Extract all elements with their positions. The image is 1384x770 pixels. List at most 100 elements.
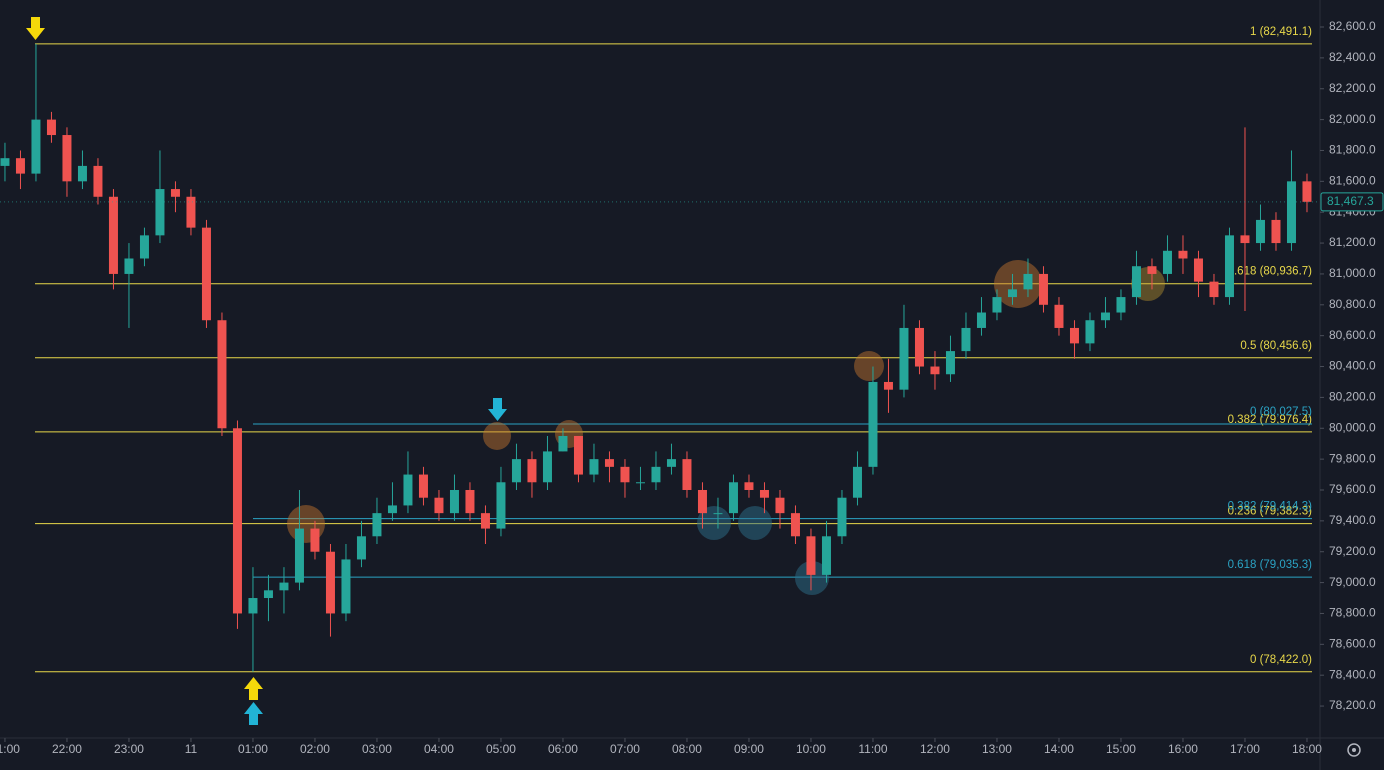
y-tick-label: 79,600.0 xyxy=(1329,482,1376,496)
candle-body xyxy=(480,513,490,529)
fib-label: 0.382 (79,976.4) xyxy=(1228,414,1313,426)
y-tick-label: 80,200.0 xyxy=(1329,390,1376,404)
highlight xyxy=(795,561,829,595)
x-tick-label: 03:00 xyxy=(362,742,392,756)
y-tick-label: 82,600.0 xyxy=(1329,19,1376,33)
settings-button[interactable] xyxy=(1347,743,1361,757)
candle-body xyxy=(62,135,72,182)
candle-body xyxy=(31,119,41,174)
fib-label: 0.382 (79,414.3) xyxy=(1228,501,1313,513)
candle-body xyxy=(1038,273,1048,305)
fib-label: 0.5 (80,456.6) xyxy=(1240,340,1312,352)
fib-label: 0.618 (80,936.7) xyxy=(1228,266,1313,278)
candle-body xyxy=(945,351,955,375)
candle-body xyxy=(15,158,25,174)
candle-body xyxy=(852,466,862,498)
x-tick-label: 04:00 xyxy=(424,742,454,756)
y-tick-label: 80,800.0 xyxy=(1329,297,1376,311)
candle-body xyxy=(992,297,1002,313)
candle-body xyxy=(744,482,754,490)
fib-label: 1 (82,491.1) xyxy=(1250,26,1312,38)
y-tick-label: 81,600.0 xyxy=(1329,174,1376,188)
highlight xyxy=(697,506,731,540)
candle-body xyxy=(387,505,397,514)
candle-body xyxy=(837,497,847,537)
candle-body xyxy=(883,381,893,390)
candle-body xyxy=(899,327,909,390)
candle-body xyxy=(1007,289,1017,298)
candle-body xyxy=(1193,258,1203,282)
candle-body xyxy=(341,559,351,614)
candle-body xyxy=(465,489,475,514)
candle-body xyxy=(1255,219,1265,244)
y-tick-label: 81,000.0 xyxy=(1329,266,1376,280)
x-tick-label: 13:00 xyxy=(982,742,1012,756)
highlight xyxy=(854,351,884,381)
y-tick-label: 79,000.0 xyxy=(1329,575,1376,589)
candle-body xyxy=(930,366,940,375)
candle-body xyxy=(821,536,831,575)
candle-body xyxy=(1178,250,1188,259)
candle-body xyxy=(232,428,242,614)
candle-body xyxy=(1302,181,1312,202)
candle-body xyxy=(279,582,289,591)
candle-body xyxy=(620,466,630,483)
x-tick-label: 12:00 xyxy=(920,742,950,756)
candle-body xyxy=(356,536,366,560)
candle-body xyxy=(1147,266,1157,274)
candle-body xyxy=(542,451,552,483)
candle-body xyxy=(511,459,521,483)
candle-body xyxy=(961,327,971,352)
candle-body xyxy=(1023,273,1033,290)
arrow-up xyxy=(244,677,263,700)
candle-body xyxy=(93,165,103,197)
candle-body xyxy=(1131,266,1141,298)
x-tick-label: 10:00 xyxy=(796,742,826,756)
fib-label: 0 (78,422.0) xyxy=(1250,654,1312,666)
last-price-label: 81,467.3 xyxy=(1327,194,1374,208)
candle-body xyxy=(1271,219,1281,244)
y-tick-label: 80,600.0 xyxy=(1329,328,1376,342)
x-tick-label: 18:00 xyxy=(1292,742,1322,756)
fib-label: 0.236 (79,382.3) xyxy=(1228,506,1313,518)
candle-body xyxy=(651,466,661,483)
x-tick-label: 01:00 xyxy=(238,742,268,756)
highlight xyxy=(738,506,772,540)
candle-body xyxy=(294,528,304,583)
y-tick-label: 78,800.0 xyxy=(1329,606,1376,620)
y-tick-label: 79,200.0 xyxy=(1329,544,1376,558)
candle-body xyxy=(449,489,459,514)
highlight xyxy=(483,422,511,450)
y-tick-label: 81,800.0 xyxy=(1329,143,1376,157)
x-tick-label: 11 xyxy=(185,742,198,756)
candle-body xyxy=(1116,297,1126,313)
candle-body xyxy=(914,327,924,367)
x-tick-label: 15:00 xyxy=(1106,742,1136,756)
arrow-up xyxy=(244,702,263,725)
candle-body xyxy=(77,165,87,182)
candle-body xyxy=(868,381,878,467)
candle-body xyxy=(108,196,118,274)
candle-body xyxy=(728,482,738,514)
candle-body xyxy=(372,513,382,537)
fib-label: 0.618 (79,035.3) xyxy=(1228,559,1313,571)
candle-body xyxy=(775,497,785,514)
candle-body xyxy=(201,227,211,321)
candle-body xyxy=(496,482,506,529)
candle-body xyxy=(1162,250,1172,274)
candle-body xyxy=(976,312,986,328)
candle-body xyxy=(248,598,258,614)
x-tick-label: 09:00 xyxy=(734,742,764,756)
x-tick-label: 02:00 xyxy=(300,742,330,756)
fib-label: 0 (80,027.5) xyxy=(1250,406,1312,418)
candle-body xyxy=(1286,181,1296,244)
y-tick-label: 81,200.0 xyxy=(1329,235,1376,249)
candle-body xyxy=(0,158,10,166)
candle-body xyxy=(527,459,537,483)
settings-icon[interactable] xyxy=(1347,743,1361,757)
candle-body xyxy=(713,513,723,515)
y-tick-label: 78,600.0 xyxy=(1329,636,1376,650)
candle-body xyxy=(635,482,645,484)
candle-body xyxy=(217,320,227,429)
